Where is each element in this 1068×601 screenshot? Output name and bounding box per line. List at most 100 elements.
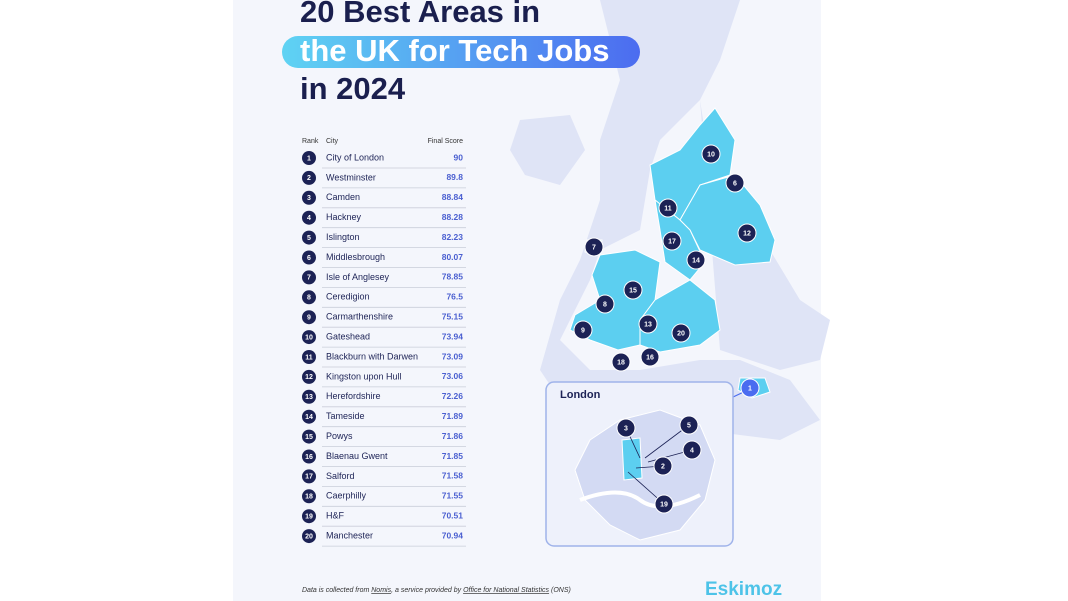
marker-label: 12 xyxy=(743,230,751,237)
rank: 12 xyxy=(305,374,313,381)
rank-badge xyxy=(302,210,316,225)
city: Caerphilly xyxy=(326,491,367,501)
rank-badge xyxy=(302,330,316,345)
header: Final Score xyxy=(428,138,464,145)
rank: 3 xyxy=(307,195,311,202)
rank: 17 xyxy=(305,474,313,481)
header: City xyxy=(326,138,339,145)
score: 70.51 xyxy=(442,510,464,520)
marker-label: 14 xyxy=(692,257,700,264)
title-highlight xyxy=(282,36,640,68)
map-marker xyxy=(611,352,631,372)
city: Herefordshire xyxy=(326,391,381,401)
map-marker xyxy=(584,237,604,257)
map-marker xyxy=(662,231,682,251)
score: 72.26 xyxy=(442,391,464,401)
marker-label: 1 xyxy=(748,385,752,392)
map-marker xyxy=(658,198,678,218)
city: Tameside xyxy=(326,411,365,421)
title-line: the UK for Tech Jobs xyxy=(300,33,609,68)
map-marker xyxy=(701,144,721,164)
rank: 9 xyxy=(307,315,311,322)
rank-badge xyxy=(302,429,316,444)
city: Powys xyxy=(326,431,353,441)
score: 88.28 xyxy=(442,212,464,222)
marker-label: 3 xyxy=(624,425,628,432)
marker-label: 19 xyxy=(660,501,668,508)
score: 71.86 xyxy=(442,431,464,441)
rank-badge xyxy=(302,270,316,285)
footer-part: Office for National Statistics xyxy=(463,587,549,594)
rank-badge xyxy=(302,469,316,484)
marker-label: 10 xyxy=(707,151,715,158)
map-marker xyxy=(679,415,699,435)
map-marker xyxy=(740,378,760,398)
footer-part: (ONS) xyxy=(549,587,571,594)
rank-badge xyxy=(302,151,316,165)
score: 88.84 xyxy=(442,192,464,202)
rank: 11 xyxy=(305,354,313,361)
marker-label: 11 xyxy=(664,205,672,212)
rank: 20 xyxy=(305,533,313,540)
city: Islington xyxy=(326,232,360,242)
score: 76.5 xyxy=(446,292,463,302)
city: Blaenau Gwent xyxy=(326,451,388,461)
city: Kingston upon Hull xyxy=(326,371,402,381)
rank-badge xyxy=(302,170,316,185)
map-marker xyxy=(573,320,593,340)
rank-badge xyxy=(302,190,316,205)
city: Carmarthenshire xyxy=(326,312,393,322)
map-marker xyxy=(640,347,660,367)
score: 71.55 xyxy=(442,491,464,501)
score: 80.07 xyxy=(442,252,464,262)
map-marker xyxy=(595,294,615,314)
city: Isle of Anglesey xyxy=(326,272,390,282)
rank-badge xyxy=(302,350,316,364)
city: Westminster xyxy=(326,172,376,182)
map-marker xyxy=(654,494,674,514)
score: 73.94 xyxy=(442,331,464,341)
city: Gateshead xyxy=(326,331,370,341)
rank-badge xyxy=(302,449,316,464)
marker-label: 8 xyxy=(603,301,607,308)
inset-label: London xyxy=(560,389,601,401)
rank-badge xyxy=(302,369,316,384)
city: H&F xyxy=(326,511,345,521)
rank-badge xyxy=(302,529,316,544)
marker-label: 5 xyxy=(687,422,691,429)
marker-label: 6 xyxy=(733,180,737,187)
marker-label: 4 xyxy=(690,447,694,454)
score: 71.85 xyxy=(442,451,464,461)
marker-label: 2 xyxy=(661,463,665,470)
rank: 15 xyxy=(305,434,313,441)
city: City of London xyxy=(326,152,384,162)
map-marker xyxy=(737,223,757,243)
map-marker xyxy=(653,456,673,476)
map-marker xyxy=(671,323,691,343)
footer: Data is collected from Nomis, a service … xyxy=(302,587,571,594)
rank: 1 xyxy=(307,155,311,162)
rank-badge xyxy=(302,509,316,524)
score: 75.15 xyxy=(442,311,464,321)
score: 89.8 xyxy=(446,172,463,182)
map-marker xyxy=(638,314,658,334)
rank-badge xyxy=(302,489,316,504)
rank: 16 xyxy=(305,454,313,461)
rank-badge xyxy=(302,389,316,404)
city: Camden xyxy=(326,192,360,202)
city: Middlesbrough xyxy=(326,252,385,262)
title-line: in 2024 xyxy=(300,71,406,106)
rank: 7 xyxy=(307,275,311,282)
footer-part: Nomis xyxy=(371,587,391,594)
marker-label: 7 xyxy=(592,244,596,251)
map-marker xyxy=(682,440,702,460)
title-line: 20 Best Areas in xyxy=(300,0,540,29)
rank-badge xyxy=(302,250,316,265)
score: 82.23 xyxy=(442,232,464,242)
map-marker xyxy=(725,173,745,193)
map-marker xyxy=(686,250,706,270)
rank: 18 xyxy=(305,494,313,501)
rank: 10 xyxy=(305,334,313,341)
footer-part: Data is collected from xyxy=(302,587,371,594)
